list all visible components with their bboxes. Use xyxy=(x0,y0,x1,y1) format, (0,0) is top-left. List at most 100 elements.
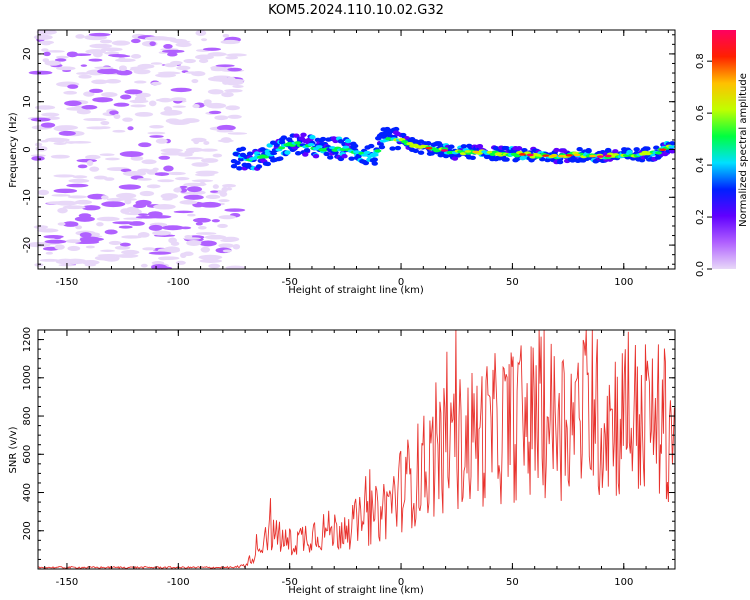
heatmap-noise-cell xyxy=(216,129,234,133)
heatmap-noise-cell xyxy=(33,34,53,40)
heatmap-cell xyxy=(234,160,241,166)
heatmap-noise-cell xyxy=(64,100,82,107)
heatmap-peak-cell xyxy=(534,154,542,157)
colorbar-tick-label: 0.0 xyxy=(695,261,706,277)
heatmap-noise-cell xyxy=(132,100,139,104)
heatmap-noise-cell xyxy=(222,33,230,38)
heatmap-noise-cell xyxy=(65,141,78,144)
heatmap-cell xyxy=(361,153,369,157)
heatmap-noise-cell xyxy=(225,265,246,270)
heatmap-cell xyxy=(255,164,263,169)
heatmap-noise-cell xyxy=(151,261,165,265)
spectrogram-ytick-label: 10 xyxy=(22,95,33,108)
heatmap-noise-cell xyxy=(220,239,236,243)
heatmap-cell xyxy=(669,141,676,146)
heatmap-noise-cell xyxy=(152,230,172,236)
heatmap-noise-cell xyxy=(57,222,66,226)
heatmap-noise-cell xyxy=(164,63,178,68)
heatmap-cell xyxy=(319,136,327,142)
heatmap-noise-cell xyxy=(37,228,59,233)
heatmap-noise-cell xyxy=(179,226,192,230)
heatmap-noise-cell xyxy=(191,179,214,183)
heatmap-noise-cell xyxy=(141,159,157,165)
spectrogram-xtick-label: -100 xyxy=(167,277,190,288)
heatmap-noise-cell xyxy=(100,47,123,52)
heatmap-cell xyxy=(394,145,402,151)
heatmap-noise-cell xyxy=(186,213,196,217)
heatmap-noise-cell xyxy=(134,111,154,117)
heatmap-cell xyxy=(612,149,619,154)
snr-ytick-label: 800 xyxy=(22,406,33,425)
heatmap-noise-cell xyxy=(214,115,229,121)
heatmap-noise-cell xyxy=(76,109,91,115)
spectrogram-ytick-label: -20 xyxy=(22,237,33,253)
heatmap-noise-cell xyxy=(195,54,214,60)
heatmap-noise-cell xyxy=(200,246,211,253)
heatmap-noise-cell xyxy=(191,162,209,167)
heatmap-noise-cell xyxy=(115,253,139,258)
heatmap-noise-cell xyxy=(217,223,228,229)
heatmap-noise-cell xyxy=(51,194,71,197)
heatmap-noise-cell xyxy=(40,122,56,128)
heatmap-noise-cell xyxy=(120,168,132,173)
heatmap-noise-cell xyxy=(225,105,240,111)
heatmap-noise-cell xyxy=(173,187,182,193)
heatmap-cell xyxy=(469,155,476,160)
heatmap-noise-cell xyxy=(78,74,92,79)
snr-xtick-label: 0 xyxy=(398,577,404,588)
heatmap-peak-cell xyxy=(542,154,550,157)
spectrogram-ytick-label: 0 xyxy=(22,146,33,152)
colorbar: 0.0 0.2 0.4 0.6 0.8 Normalized spectral ampl… xyxy=(695,30,749,277)
heatmap-noise-cell xyxy=(101,201,126,208)
heatmap-noise-cell xyxy=(149,41,156,47)
heatmap-cell xyxy=(406,142,414,146)
heatmap-noise-cell xyxy=(108,240,122,245)
heatmap-noise-cell xyxy=(65,239,82,244)
heatmap-noise-cell xyxy=(161,225,184,231)
heatmap-cell xyxy=(307,143,315,147)
heatmap-noise-cell xyxy=(221,186,228,193)
heatmap-noise-cell xyxy=(220,39,240,45)
snr-xlabel: Height of straight line (km) xyxy=(288,585,424,596)
heatmap-peak-cell xyxy=(596,155,604,158)
heatmap-noise-cell xyxy=(139,190,155,197)
heatmap-peak-cell xyxy=(440,149,448,152)
heatmap-noise-cell xyxy=(118,225,133,229)
heatmap-noise-cell xyxy=(85,49,106,54)
heatmap-noise-cell xyxy=(148,251,172,255)
heatmap-noise-cell xyxy=(99,153,115,157)
figure-title: KOM5.2024.110.10.02.G32 xyxy=(268,3,444,18)
snr-ytick-label: 1000 xyxy=(22,365,33,390)
heatmap-cell xyxy=(576,147,583,152)
heatmap-cell xyxy=(513,154,521,158)
heatmap-cell xyxy=(368,143,375,149)
heatmap-peak-cell xyxy=(589,154,597,158)
heatmap-noise-cell xyxy=(34,105,56,110)
heatmap-noise-cell xyxy=(93,175,108,180)
heatmap-noise-cell xyxy=(81,240,100,244)
heatmap-noise-cell xyxy=(91,79,108,85)
heatmap-cell xyxy=(351,143,359,149)
heatmap-noise-cell xyxy=(203,101,212,107)
heatmap-noise-cell xyxy=(104,157,120,161)
heatmap-cell xyxy=(668,145,676,149)
snr-xtick-label: 100 xyxy=(614,577,633,588)
heatmap-noise-cell xyxy=(89,43,113,49)
heatmap-noise-cell xyxy=(152,167,159,172)
heatmap-noise-cell xyxy=(130,104,147,108)
heatmap-noise-cell xyxy=(53,141,67,145)
heatmap-noise-cell xyxy=(74,199,92,205)
heatmap-noise-cell xyxy=(147,36,171,41)
heatmap-noise-cell xyxy=(175,42,192,48)
heatmap-noise-cell xyxy=(129,67,139,71)
heatmap-noise-cell xyxy=(149,135,164,138)
heatmap-noise-cell xyxy=(54,200,78,206)
heatmap-noise-cell xyxy=(195,30,207,36)
heatmap-peak-cell xyxy=(495,152,503,155)
heatmap-noise-cell xyxy=(100,120,110,126)
heatmap-noise-cell xyxy=(54,244,65,250)
heatmap-noise-cell xyxy=(53,188,78,194)
heatmap-noise-cell xyxy=(131,38,141,44)
